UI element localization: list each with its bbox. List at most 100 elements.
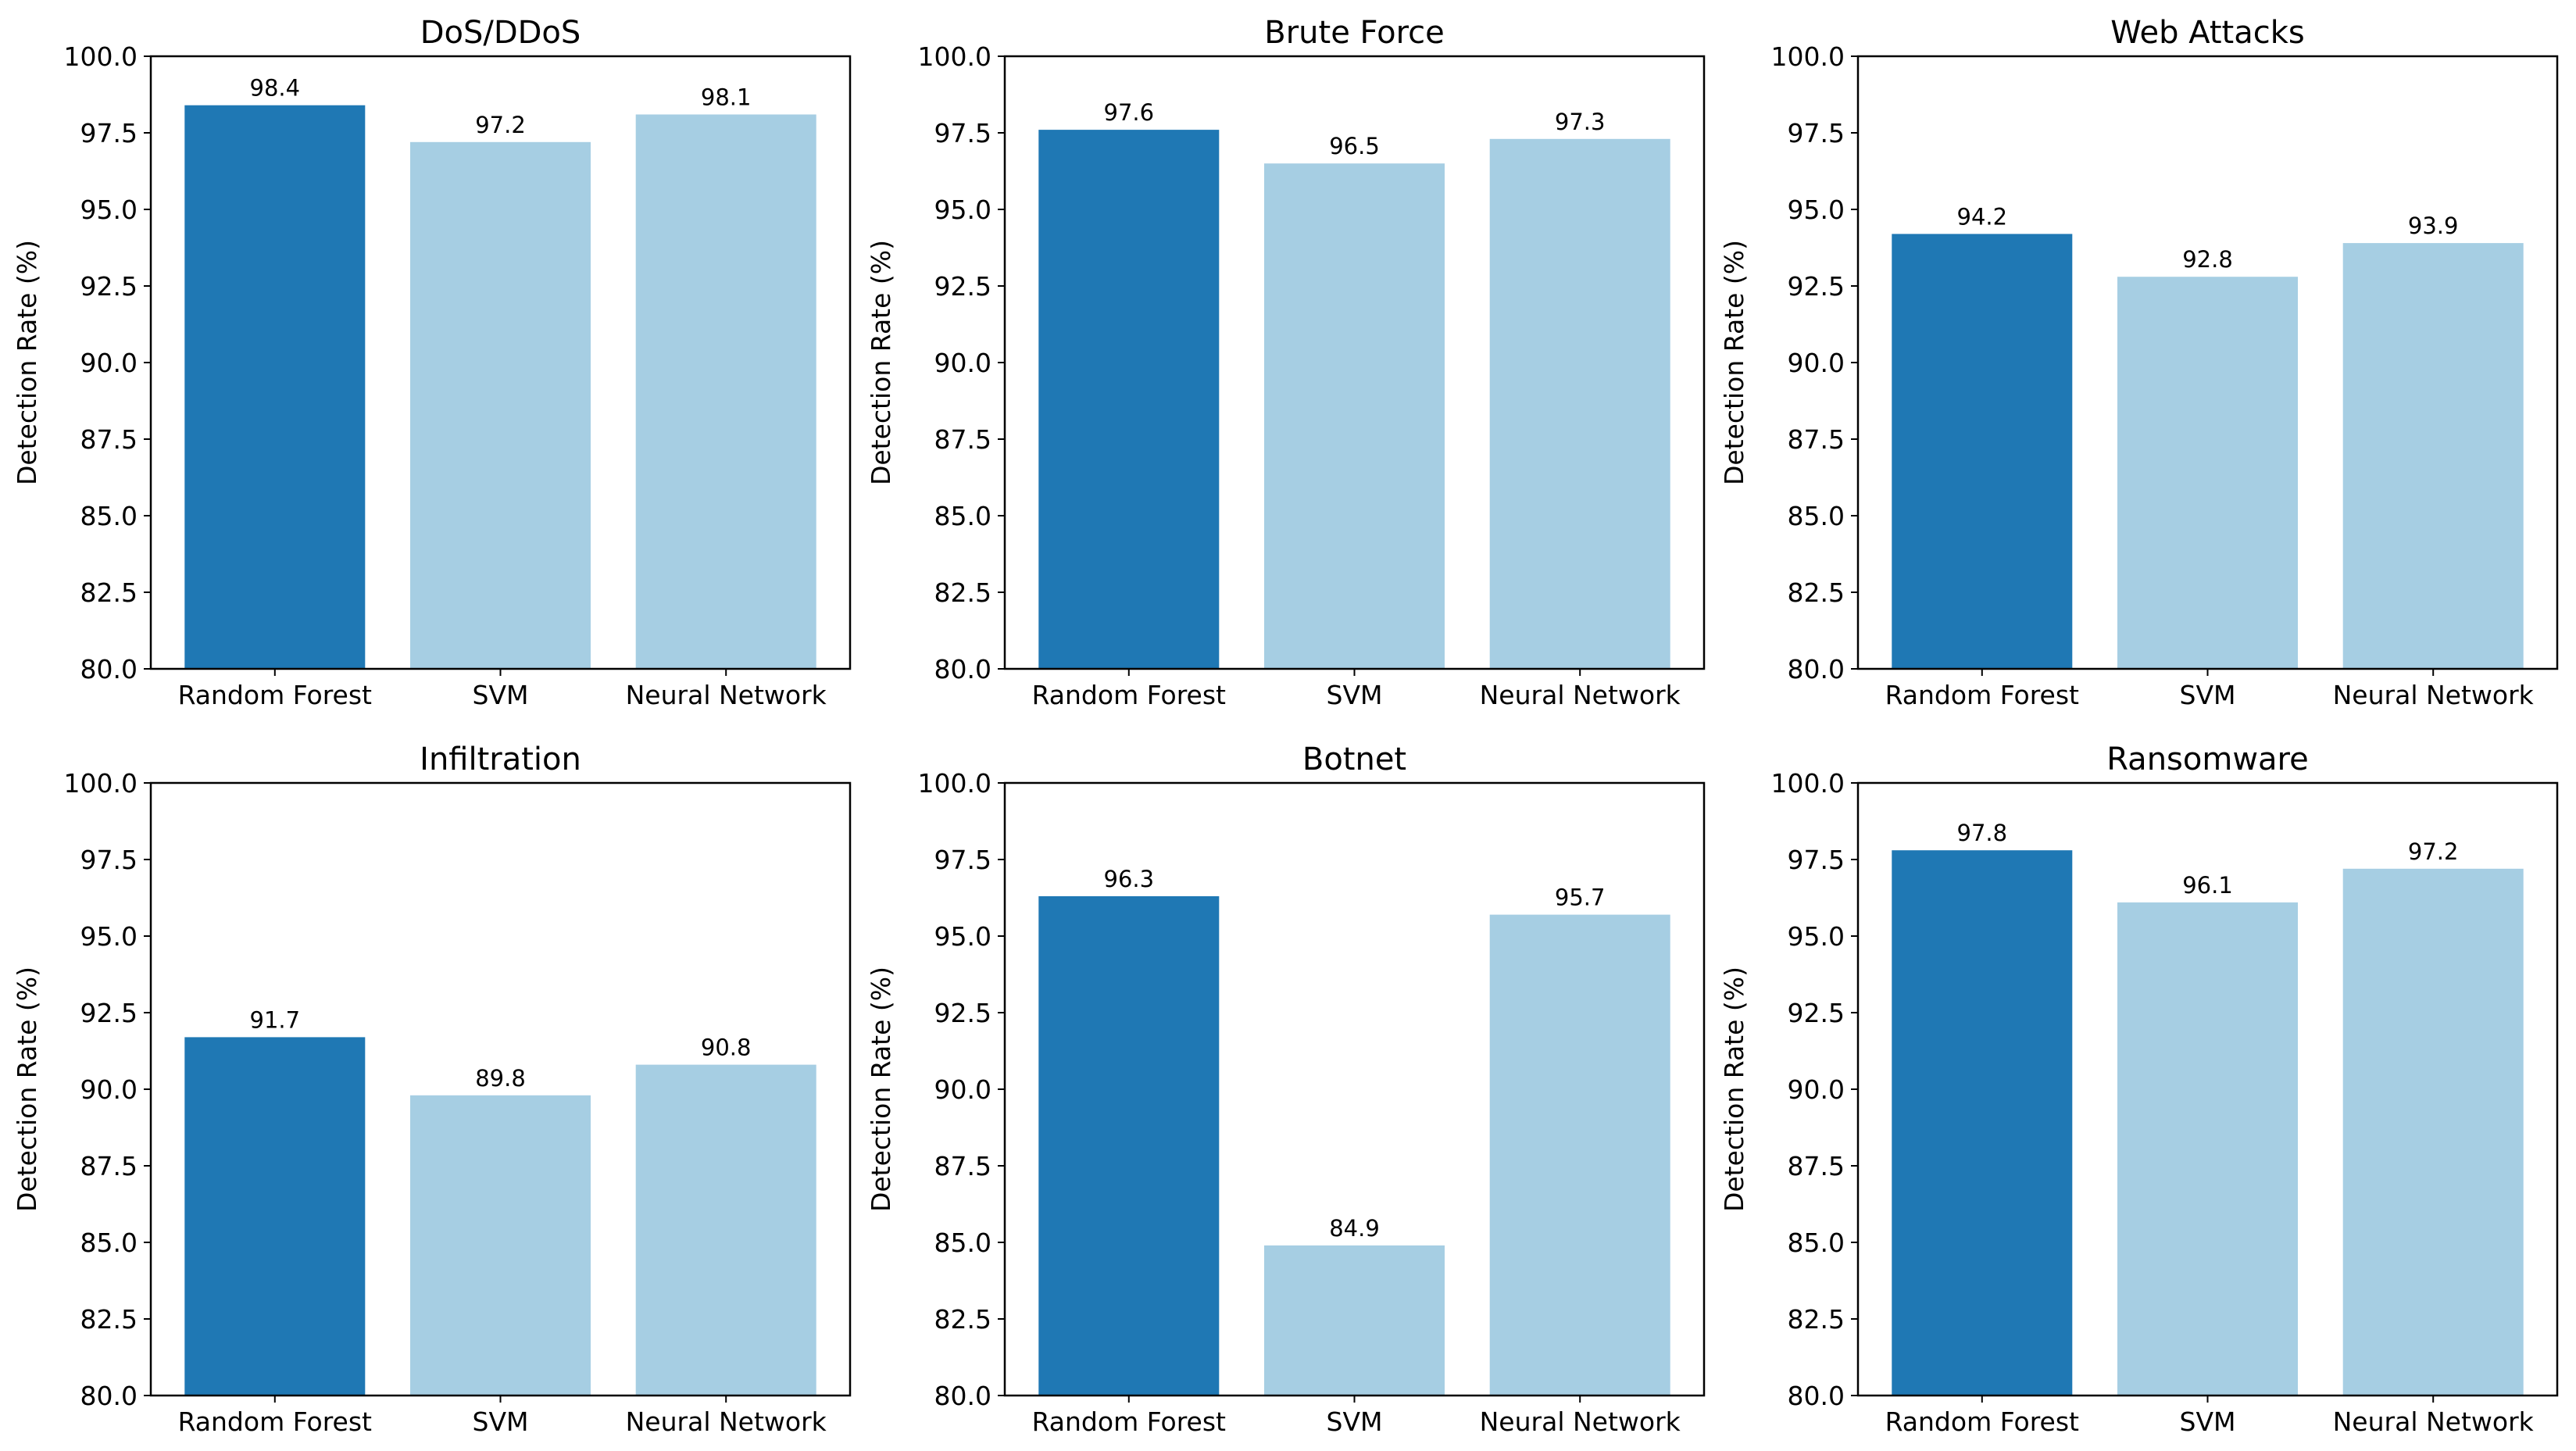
- chart-panel-1: 98.4 Random Forest 97.2 SVM 98.1 Neural Netwo…: [12, 15, 852, 710]
- y-tick-label: 97.5: [934, 845, 991, 875]
- bar-2: [410, 1095, 591, 1396]
- y-tick-label: 100.0: [1771, 768, 1845, 799]
- bar-3: [1489, 138, 1670, 670]
- bar-2: [1264, 163, 1445, 669]
- axes-frame: [149, 55, 852, 670]
- y-tick-label: 100.0: [1771, 41, 1845, 72]
- data-label-2: 92.8: [2182, 246, 2233, 273]
- y-tick-label: 90.0: [1788, 348, 1845, 378]
- y-tick-label: 92.5: [80, 271, 138, 302]
- data-label-2: 84.9: [1329, 1215, 1380, 1242]
- bar-1: [184, 105, 366, 669]
- y-tick-label: 97.5: [1788, 118, 1845, 148]
- x-tick-label: SVM: [2180, 680, 2236, 710]
- bar-3: [1489, 914, 1670, 1396]
- y-tick-label: 85.0: [934, 501, 991, 531]
- bar-2: [2117, 902, 2298, 1396]
- axes-frame: [1856, 55, 2559, 670]
- data-label-2: 96.5: [1329, 133, 1380, 159]
- x-tick-label: Neural Network: [626, 680, 827, 710]
- bar-3: [2342, 243, 2524, 670]
- y-tick-label: 82.5: [934, 577, 991, 608]
- y-tick-label: 80.0: [1788, 1381, 1845, 1411]
- y-tick-label: 87.5: [934, 1151, 991, 1181]
- y-tick-label: 92.5: [1788, 998, 1845, 1028]
- y-tick-label: 87.5: [1788, 424, 1845, 455]
- y-tick-label: 82.5: [934, 1304, 991, 1335]
- x-tick-label: Neural Network: [626, 1406, 827, 1437]
- x-tick-label: Neural Network: [1480, 1406, 1681, 1437]
- y-tick-label: 95.0: [1788, 921, 1845, 952]
- y-axis-label: Detection Rate (%): [866, 240, 896, 485]
- chart-panel-6: 97.8 Random Forest 96.1 SVM 97.2 Neural Netwo…: [1719, 742, 2559, 1437]
- data-label-1: 96.3: [1104, 866, 1155, 892]
- y-tick-label: 85.0: [1788, 1228, 1845, 1258]
- y-tick-label: 85.0: [80, 501, 138, 531]
- axes-frame: [1003, 781, 1706, 1397]
- y-tick-label: 100.0: [918, 768, 991, 799]
- bar-1: [1892, 850, 2073, 1396]
- y-tick-label: 92.5: [80, 998, 138, 1028]
- chart-panel-3: 94.2 Random Forest 92.8 SVM 93.9 Neural Netwo…: [1719, 15, 2559, 710]
- bar-3: [2342, 868, 2524, 1396]
- data-label-3: 98.1: [701, 84, 752, 111]
- y-tick-label: 92.5: [934, 271, 991, 302]
- y-tick-label: 95.0: [934, 195, 991, 225]
- y-tick-label: 87.5: [80, 424, 138, 455]
- data-label-3: 95.7: [1555, 885, 1606, 911]
- x-tick-label: SVM: [473, 680, 529, 710]
- y-tick-label: 80.0: [1788, 654, 1845, 684]
- y-tick-label: 100.0: [918, 41, 991, 72]
- y-tick-label: 80.0: [80, 654, 138, 684]
- bar-1: [1892, 234, 2073, 669]
- x-tick-label: Neural Network: [2333, 680, 2535, 710]
- data-label-3: 93.9: [2408, 213, 2459, 239]
- axes-frame: [1856, 781, 2559, 1397]
- x-tick-label: Random Forest: [1885, 680, 2079, 710]
- y-tick-label: 87.5: [80, 1151, 138, 1181]
- y-tick-label: 97.5: [80, 118, 138, 148]
- data-label-2: 96.1: [2182, 872, 2233, 899]
- bar-3: [635, 114, 816, 669]
- y-tick-label: 92.5: [1788, 271, 1845, 302]
- y-tick-label: 97.5: [934, 118, 991, 148]
- y-tick-label: 80.0: [934, 654, 991, 684]
- y-tick-label: 82.5: [80, 1304, 138, 1335]
- y-tick-label: 92.5: [934, 998, 991, 1028]
- y-tick-label: 100.0: [64, 41, 138, 72]
- y-axis-label: Detection Rate (%): [1719, 967, 1749, 1212]
- x-tick-label: Neural Network: [1480, 680, 1681, 710]
- panel-title: Botnet: [1302, 742, 1406, 777]
- axes-frame: [149, 781, 852, 1397]
- data-label-3: 90.8: [701, 1035, 752, 1061]
- panel-title: DoS/DDoS: [420, 15, 581, 51]
- panel-title: Infiltration: [420, 742, 581, 777]
- y-tick-label: 95.0: [80, 195, 138, 225]
- y-tick-label: 85.0: [1788, 501, 1845, 531]
- y-axis-label: Detection Rate (%): [12, 240, 42, 485]
- y-tick-label: 97.5: [1788, 845, 1845, 875]
- y-tick-label: 95.0: [80, 921, 138, 952]
- x-tick-label: Random Forest: [178, 680, 372, 710]
- data-label-3: 97.3: [1555, 109, 1606, 135]
- panel-title: Web Attacks: [2110, 15, 2304, 51]
- x-tick-label: Random Forest: [1032, 680, 1226, 710]
- chart-panel-5: 96.3 Random Forest 84.9 SVM 95.7 Neural Netwo…: [866, 742, 1706, 1437]
- y-tick-label: 97.5: [80, 845, 138, 875]
- y-tick-label: 85.0: [934, 1228, 991, 1258]
- x-tick-label: SVM: [1327, 680, 1383, 710]
- data-label-1: 94.2: [1957, 203, 2008, 230]
- y-tick-label: 90.0: [934, 1074, 991, 1105]
- y-tick-label: 90.0: [1788, 1074, 1845, 1105]
- y-axis-label: Detection Rate (%): [12, 967, 42, 1212]
- data-label-2: 97.2: [475, 112, 526, 138]
- x-tick-label: SVM: [473, 1406, 529, 1437]
- y-tick-label: 85.0: [80, 1228, 138, 1258]
- bar-2: [2117, 277, 2298, 669]
- y-tick-label: 80.0: [80, 1381, 138, 1411]
- y-tick-label: 90.0: [80, 348, 138, 378]
- y-tick-label: 87.5: [1788, 1151, 1845, 1181]
- y-tick-label: 82.5: [1788, 577, 1845, 608]
- data-label-3: 97.2: [2408, 838, 2459, 865]
